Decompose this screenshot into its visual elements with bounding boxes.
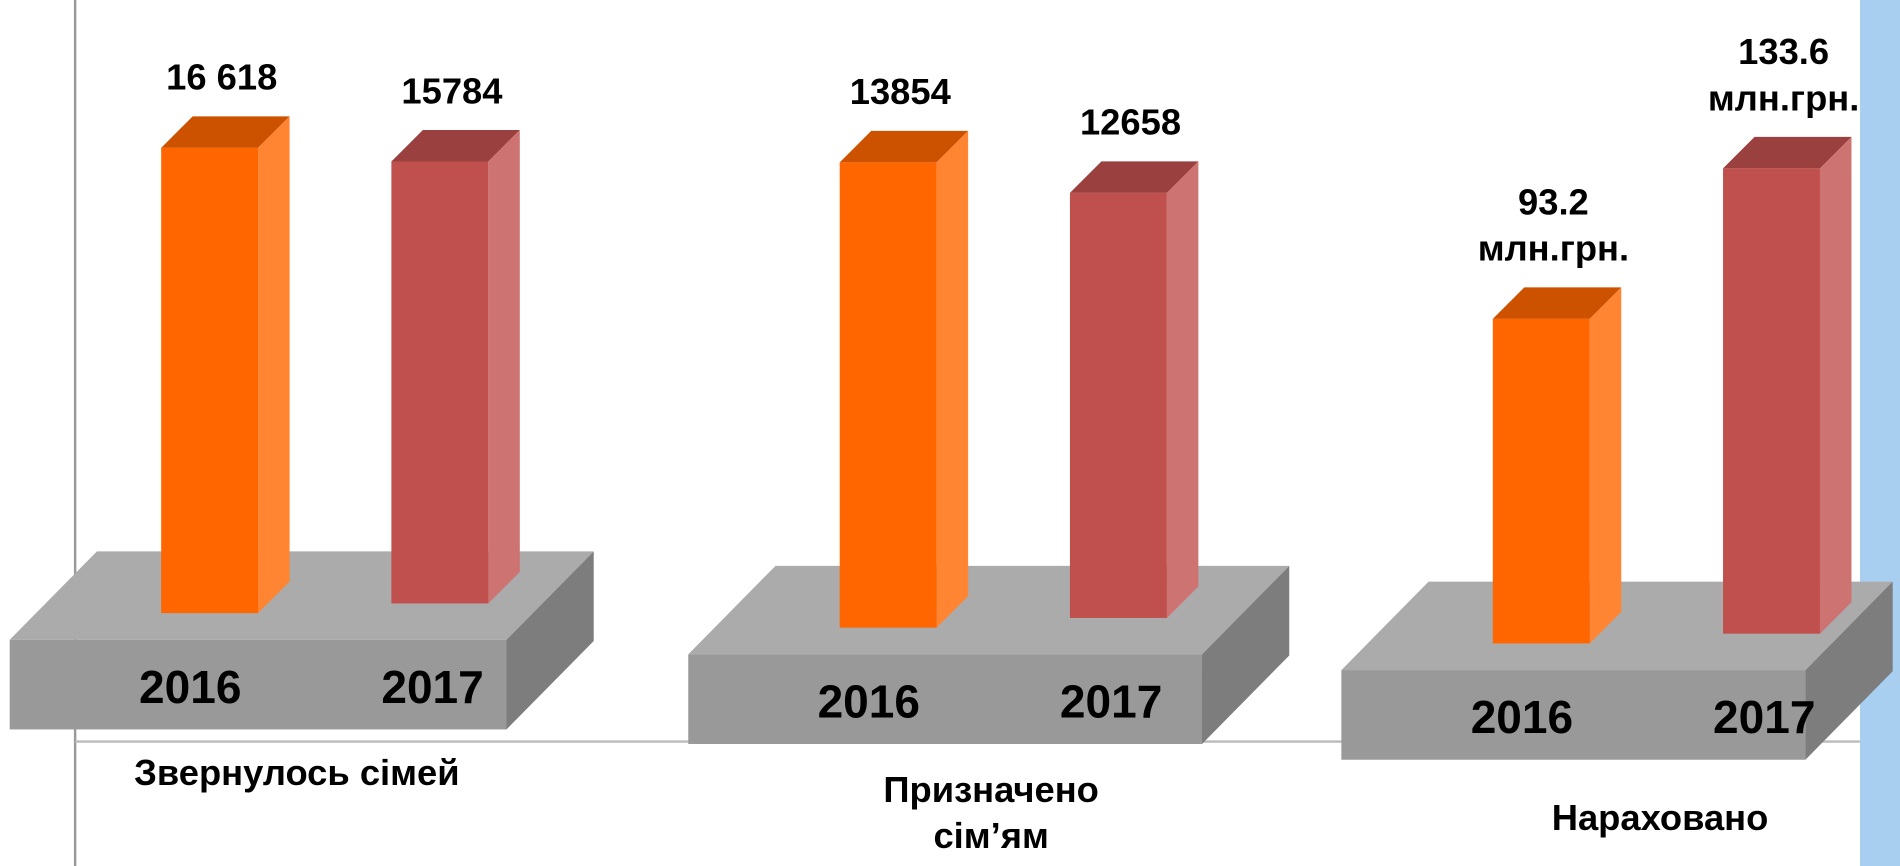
chart-title: Призначено сім’ям [883, 769, 1098, 856]
bar [1723, 168, 1820, 634]
value-label: 12658 [1080, 102, 1181, 143]
bar-top [1723, 136, 1852, 169]
bar-side [1166, 161, 1199, 618]
bar-side [258, 116, 290, 614]
bar-top [1069, 161, 1199, 193]
platform-front [9, 639, 507, 730]
bar-side [936, 130, 969, 628]
value-label: 16 618 [166, 57, 277, 98]
bar-top [391, 129, 520, 162]
bar [161, 147, 259, 614]
platform-side [506, 551, 594, 730]
bar-top [839, 130, 969, 163]
value-label: 13854 [850, 71, 952, 112]
category-label: 2016 [1471, 691, 1573, 743]
category-label: 2017 [381, 661, 483, 713]
bar-top [161, 116, 290, 148]
value-label: 15784 [401, 70, 503, 111]
value-label: 93.2 млн.грн. [1478, 182, 1629, 269]
bar-side [1589, 287, 1622, 644]
bar [1069, 192, 1167, 618]
platform-front [688, 654, 1203, 744]
chart-title: Звернулось сімей [134, 752, 459, 793]
category-label: 2017 [1060, 675, 1162, 727]
content: 16 618 2016 15784 2017 Звернулось сімей 13854… [9, 0, 1893, 866]
platform-top [688, 565, 1290, 655]
bar [391, 161, 489, 604]
category-label: 2017 [1713, 691, 1815, 743]
category-label: 2016 [139, 661, 241, 713]
bar [839, 162, 937, 628]
platform-side [1202, 565, 1290, 744]
platform-front [1341, 670, 1806, 760]
bar-top [1492, 287, 1622, 319]
value-label: 133.6 млн.грн. [1708, 31, 1859, 118]
side-strip [1860, 0, 1900, 866]
chart-title: Нараховано [1552, 797, 1769, 838]
bar-side [488, 129, 520, 604]
platform-side [1805, 581, 1893, 760]
bar [1492, 318, 1590, 644]
bar-side [1819, 136, 1852, 634]
category-label: 2016 [818, 675, 920, 727]
